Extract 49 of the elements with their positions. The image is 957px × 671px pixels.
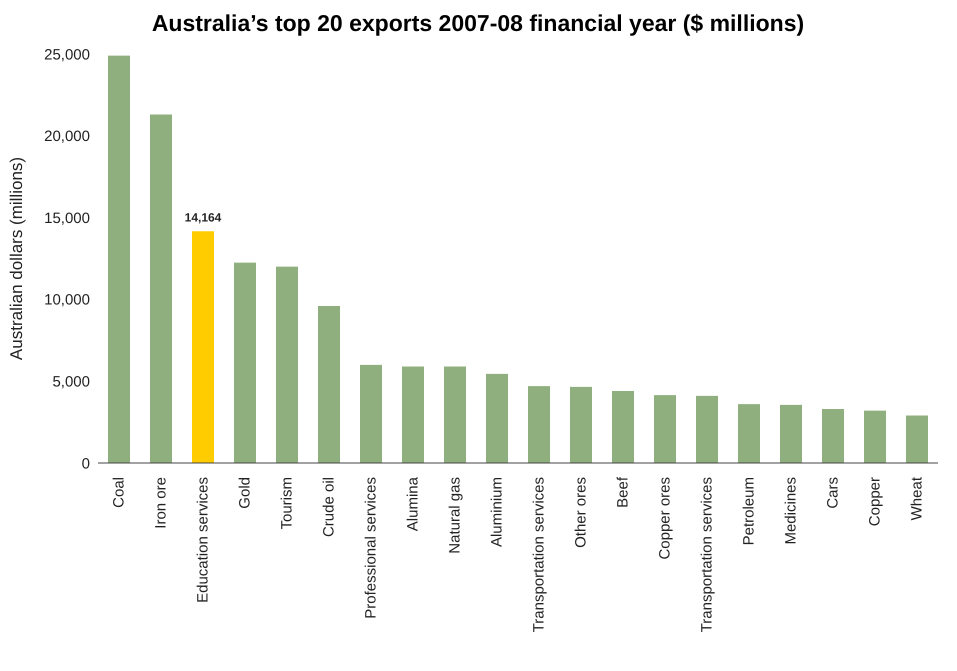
y-tick-label: 5,000 [52,374,90,391]
bar [780,404,802,463]
bar [150,114,172,463]
y-tick-label: 0 [82,455,90,472]
x-tick-label: Gold [236,477,254,509]
bar [276,266,298,463]
x-tick-label: Petroleum [740,477,758,546]
bar [654,395,676,463]
bar [360,364,382,463]
bar [402,366,424,463]
data-label: 14,164 [184,210,222,224]
bar [906,416,928,463]
chart-title: Australia’s top 20 exports 2007-08 financial year ($ millions) [150,9,806,38]
bar [612,391,634,463]
bar [234,262,256,463]
bar [864,410,886,463]
x-tick-label: Alumina [404,476,422,532]
x-tick-label: Coal [110,477,128,508]
x-tick-label: Transportation services [530,477,548,632]
x-tick-label: Wheat [908,476,926,520]
y-tick-label: 10,000 [44,292,90,309]
x-tick-label: Aluminium [488,477,506,548]
bar [192,231,214,463]
y-tick-label: 20,000 [44,128,90,146]
x-tick-label: Education services [194,477,212,603]
x-tick-label: Beef [614,476,632,508]
bar [696,396,718,463]
x-tick-label: Medicines [782,477,800,545]
x-tick-label: Crude oil [320,477,338,538]
x-tick-label: Professional services [362,477,380,619]
x-tick-label: Copper ores [656,477,674,560]
x-tick-label: Tourism [278,477,296,530]
y-tick-label: 25,000 [44,46,90,64]
x-tick-label: Copper [866,477,884,526]
bar [444,366,466,463]
x-tick-label: Cars [824,477,842,509]
x-tick-label: Transportation services [698,477,716,632]
bar [108,56,130,463]
bar [486,374,508,463]
bar [822,409,844,463]
y-tick-label: 15,000 [44,210,90,227]
x-tick-label: Natural gas [446,477,464,554]
bar [738,404,760,463]
bar [570,386,592,463]
bar [528,386,550,463]
x-tick-label: Other ores [572,477,590,548]
x-tick-label: Iron ore [152,477,170,529]
bar [318,306,340,463]
y-axis-title: Australian dollars (millions) [7,156,26,360]
